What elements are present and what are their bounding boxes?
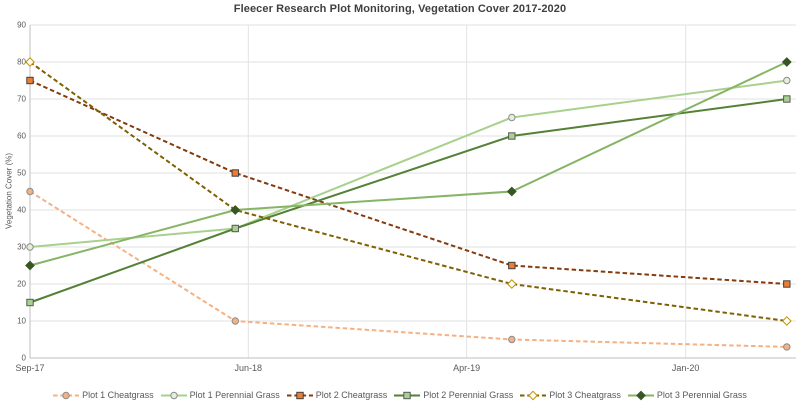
y-tick-label: 30 [17,243,26,252]
y-tick-label: 50 [17,169,26,178]
y-tick-label: 80 [17,58,26,67]
diamond-marker [506,279,517,289]
legend-item: Plot 1 Cheatgrass [53,390,154,401]
legend-swatch [160,391,187,399]
diamond-marker [25,57,35,67]
legend-label: Plot 1 Cheatgrass [82,390,154,400]
square-marker [783,95,791,103]
legend-item: Plot 3 Perennial Grass [627,390,747,401]
series-plot-3-cheatgrass [25,57,792,326]
circle-marker [62,391,70,399]
legend-swatch [394,391,421,399]
series-line [29,79,787,285]
legend-swatch [627,390,654,400]
x-tick-label: Sep-17 [15,363,44,373]
legend-label: Plot 2 Perennial Grass [423,390,514,400]
y-tick-label: 70 [17,95,26,104]
square-marker [231,224,239,233]
y-tick-label: 20 [17,280,26,289]
legend-label: Plot 2 Cheatgrass [315,390,388,400]
legend-swatch [53,391,80,399]
y-tick-label: 40 [17,206,26,215]
chart-title: Fleecer Research Plot Monitoring, Vegeta… [233,3,567,15]
series-plot-1-cheatgrass [26,187,791,351]
circle-marker [508,335,516,344]
circle-marker [26,187,34,196]
legend-item: Plot 3 Cheatgrass [520,390,621,401]
x-tick-label: Jun-18 [235,363,263,373]
series-line [29,190,787,348]
square-marker [403,391,411,399]
series-line [29,98,787,304]
diamond-marker [230,205,241,215]
y-tick-label: 10 [17,317,26,326]
diamond-marker [506,186,517,197]
circle-marker [508,113,516,122]
series-plot-1-perennial-grass [26,76,791,251]
square-marker [296,391,304,399]
square-marker [26,298,34,307]
y-tick-label: 90 [17,21,26,30]
diamond-marker [25,260,35,271]
legend-item: Plot 1 Perennial Grass [160,390,280,401]
circle-marker [169,391,178,399]
series-line [29,61,787,322]
series-line [29,79,787,248]
square-marker [231,169,239,177]
circle-marker [783,76,791,85]
series-line [29,61,788,267]
series-plot-3-perennial-grass [25,57,792,271]
diamond-marker [635,390,646,400]
legend-item: Plot 2 Perennial Grass [394,390,513,401]
circle-marker [231,317,239,325]
diamond-marker [528,390,539,400]
square-marker [508,132,516,140]
legend-label: Plot 1 Perennial Grass [189,390,280,400]
square-marker [26,76,34,85]
x-tick-label: Apr-19 [453,363,480,373]
square-marker [783,280,791,288]
chart-legend: Plot 1 Cheatgrass Plot 1 Perennial Grass P… [0,387,800,403]
circle-marker [26,243,34,251]
legend-label: Plot 3 Cheatgrass [549,390,621,400]
series-plot-2-perennial-grass [26,95,791,307]
square-marker [508,261,516,270]
legend-label: Plot 3 Perennial Grass [656,390,747,400]
legend-item: Plot 2 Cheatgrass [286,390,388,401]
series-plot-2-cheatgrass [26,76,791,288]
legend-swatch [286,391,313,399]
x-tick-label: Jan-20 [672,363,700,373]
diamond-marker [781,57,792,67]
legend-swatch [520,390,547,400]
diamond-marker [781,316,792,326]
y-tick-label: 60 [17,132,26,141]
y-tick-label: 0 [22,354,27,363]
circle-marker [783,343,791,351]
